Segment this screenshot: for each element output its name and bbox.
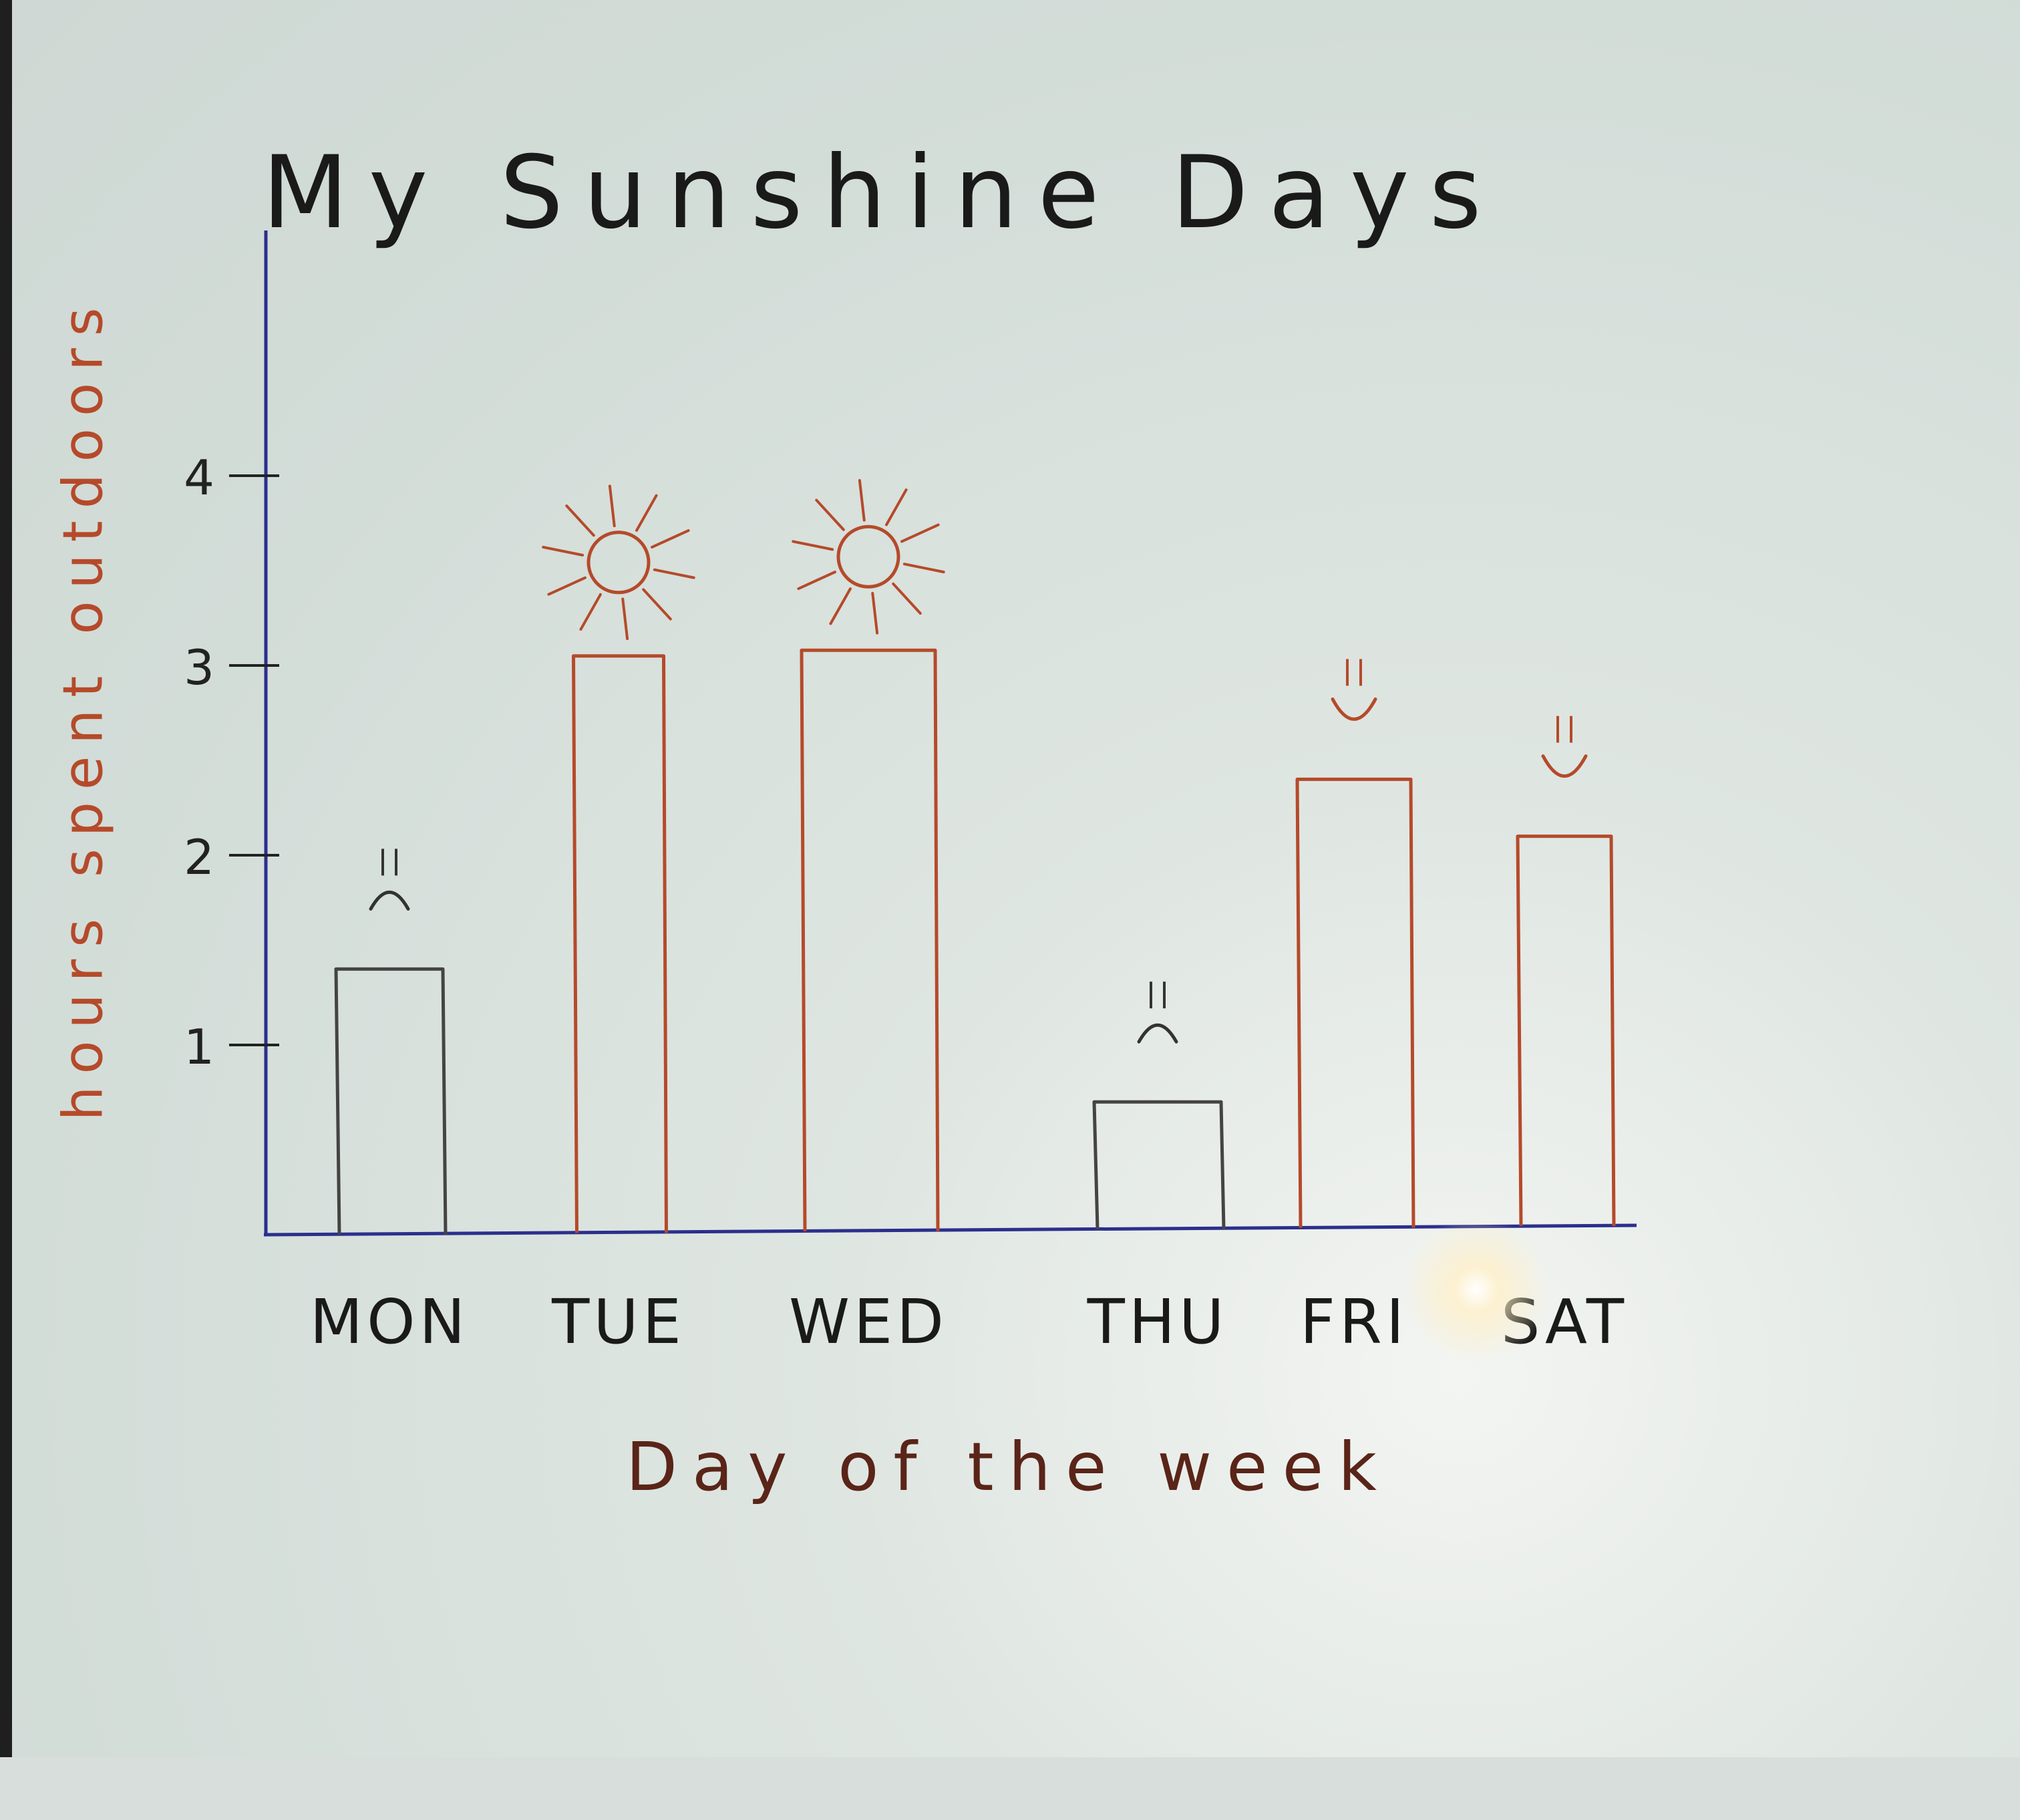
sun-icon — [542, 484, 695, 641]
face-mouth — [369, 890, 410, 911]
x-axis-line — [263, 1223, 1637, 1237]
sun-ray — [902, 563, 945, 574]
face-mouth — [1541, 754, 1588, 778]
bar-sat — [1516, 835, 1616, 1227]
sun-ray — [642, 588, 672, 621]
bar-wed — [800, 648, 940, 1231]
sun-ray — [858, 479, 866, 522]
y-axis-label: hours spent outdoors — [51, 295, 115, 1120]
bar-tue — [572, 654, 668, 1233]
sun-ray — [621, 597, 629, 641]
x-tick-label-tue: TUE — [551, 1286, 685, 1358]
sun-ray — [871, 591, 879, 635]
chart-title: My Sunshine Days — [262, 135, 1502, 251]
sun-circle — [836, 524, 900, 589]
x-tick-label-mon: MON — [310, 1286, 470, 1358]
whiteboard-paper — [12, 0, 2020, 1764]
bar-fri — [1295, 777, 1415, 1228]
face-mouth — [1331, 697, 1377, 721]
x-tick-label-thu: THU — [1087, 1286, 1228, 1358]
sun-ray — [579, 593, 602, 631]
light-glare — [1389, 1203, 1563, 1376]
sun-ray — [565, 504, 595, 537]
x-axis-label: Day of the week — [626, 1428, 1391, 1506]
y-tick-label-4: 4 — [184, 450, 214, 506]
sun-ray — [651, 529, 690, 549]
sad-face-icon — [1137, 981, 1178, 1044]
sun-ray — [797, 571, 836, 591]
y-tick-label-1: 1 — [184, 1019, 214, 1075]
happy-face-icon — [1541, 716, 1588, 778]
sun-ray — [815, 498, 845, 531]
bar-thu — [1092, 1100, 1226, 1230]
happy-face-icon — [1331, 659, 1377, 721]
sun-ray — [547, 576, 586, 596]
sun-ray — [792, 540, 834, 551]
sun-ray — [653, 568, 695, 579]
y-tick-label-3: 3 — [184, 639, 214, 696]
sun-ray — [885, 488, 908, 526]
y-tick-label-2: 2 — [184, 829, 214, 885]
sun-ray — [635, 494, 658, 532]
paper-bottom-strip — [0, 1757, 2020, 1820]
sad-face-icon — [369, 849, 410, 911]
x-tick-label-wed: WED — [789, 1286, 948, 1358]
sun-ray — [608, 484, 616, 528]
sun-ray — [829, 587, 852, 625]
face-mouth — [1137, 1023, 1178, 1044]
sun-ray — [900, 523, 940, 543]
sun-icon — [792, 479, 945, 635]
sun-ray — [542, 545, 584, 557]
bar-mon — [334, 967, 448, 1235]
x-tick-label-fri: FRI — [1300, 1286, 1408, 1358]
sun-circle — [586, 530, 651, 595]
sun-ray — [892, 582, 922, 615]
